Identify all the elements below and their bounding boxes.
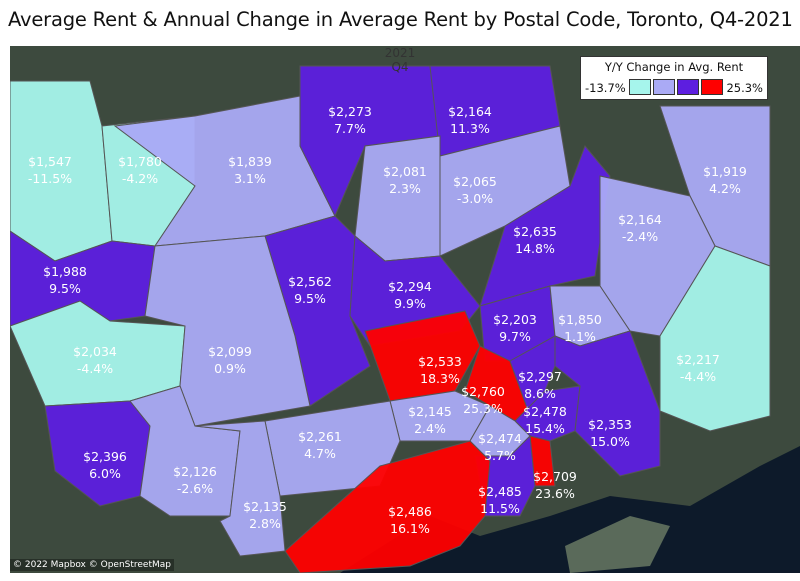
region-rent-label: $2,081 <box>383 164 427 179</box>
region-rent-label: $2,486 <box>388 504 432 519</box>
region-rent-label: $2,145 <box>408 404 452 419</box>
region-rent-label: $2,126 <box>173 464 217 479</box>
region-polygon-5[interactable] <box>354 135 441 262</box>
region-rent-label: $1,988 <box>43 264 87 279</box>
region-change-label: -2.4% <box>622 229 658 244</box>
region-rent-label: $2,261 <box>298 429 342 444</box>
region-change-label: -4.4% <box>77 361 113 376</box>
region-rent-label: $2,478 <box>523 404 567 419</box>
legend-swatch-lavender <box>653 79 675 95</box>
region-change-label: 5.7% <box>484 448 516 463</box>
region-change-label: 2.4% <box>414 421 446 436</box>
region-rent-label: $2,353 <box>588 417 632 432</box>
region-change-label: 0.9% <box>214 361 246 376</box>
region-change-label: 18.3% <box>420 371 460 386</box>
legend-swatch-teal <box>629 79 651 95</box>
region-rent-label: $2,294 <box>388 279 432 294</box>
region-change-label: -4.4% <box>680 369 716 384</box>
region-change-label: 1.1% <box>564 329 596 344</box>
year-label: 2021 <box>384 46 416 60</box>
region-rent-label: $2,065 <box>453 174 497 189</box>
region-rent-label: $2,099 <box>208 344 252 359</box>
region-change-label: -4.2% <box>122 171 158 186</box>
region-change-label: 8.6% <box>524 386 556 401</box>
legend-title: Y/Y Change in Avg. Rent <box>604 60 744 74</box>
choropleth-map[interactable]: $1,547 -11.5% $1,780 -4.2% $1,839 3.1% $2,273 7… <box>10 46 800 573</box>
region-change-label: 9.7% <box>499 329 531 344</box>
region-polygon-17[interactable] <box>364 310 481 402</box>
region-change-label: 2.8% <box>249 516 281 531</box>
region-rent-label: $1,919 <box>703 164 747 179</box>
region-change-label: 9.5% <box>294 291 326 306</box>
region-rent-label: $2,297 <box>518 369 562 384</box>
legend-swatch-purple <box>677 79 699 95</box>
map-canvas: $1,547 -11.5% $1,780 -4.2% $1,839 3.1% $2,273 7… <box>10 46 800 573</box>
quarter-label: Q4 <box>391 60 409 74</box>
region-change-label: 16.1% <box>390 521 430 536</box>
region-rent-label: $2,203 <box>493 312 537 327</box>
region-change-label: -11.5% <box>28 171 72 186</box>
region-rent-label: $2,562 <box>288 274 332 289</box>
region-change-label: 15.0% <box>590 434 630 449</box>
region-change-label: 3.1% <box>234 171 266 186</box>
region-rent-label: $1,780 <box>118 154 162 169</box>
region-change-label: 6.0% <box>89 466 121 481</box>
color-legend: Y/Y Change in Avg. Rent -13.7% 25.3% <box>580 56 768 100</box>
region-change-label: 4.7% <box>304 446 336 461</box>
map-attribution[interactable]: © 2022 Mapbox © OpenStreetMap <box>10 559 174 571</box>
region-polygon-30[interactable] <box>284 440 491 573</box>
region-change-label: 2.3% <box>389 181 421 196</box>
legend-swatch-red <box>701 79 723 95</box>
region-rent-label: $2,474 <box>478 431 522 446</box>
region-change-label: -2.6% <box>177 481 213 496</box>
region-change-label: 7.7% <box>334 121 366 136</box>
region-rent-label: $2,034 <box>73 344 117 359</box>
region-rent-label: $2,485 <box>478 484 522 499</box>
region-rent-label: $1,547 <box>28 154 72 169</box>
region-polygon-31[interactable] <box>194 420 286 557</box>
region-change-label: 9.5% <box>49 281 81 296</box>
region-rent-label: $1,850 <box>558 312 602 327</box>
legend-max: 25.3% <box>726 81 763 95</box>
region-change-label: -3.0% <box>457 191 493 206</box>
region-rent-label: $2,164 <box>618 212 662 227</box>
map-title: Average Rent & Annual Change in Average … <box>8 8 793 31</box>
region-change-label: 23.6% <box>535 486 575 501</box>
region-rent-label: $1,839 <box>228 154 272 169</box>
region-rent-label: $2,635 <box>513 224 557 239</box>
legend-min: -13.7% <box>585 81 626 95</box>
region-change-label: 11.3% <box>450 121 490 136</box>
region-change-label: 15.4% <box>525 421 565 436</box>
region-rent-label: $2,396 <box>83 449 127 464</box>
region-change-label: 9.9% <box>394 296 426 311</box>
region-polygon-20[interactable] <box>509 335 556 418</box>
region-change-label: 14.8% <box>515 241 555 256</box>
region-change-label: 4.2% <box>709 181 741 196</box>
region-polygon-23[interactable] <box>554 330 661 477</box>
region-rent-label: $2,217 <box>676 352 720 367</box>
region-rent-label: $2,164 <box>448 104 492 119</box>
region-rent-label: $2,135 <box>243 499 287 514</box>
toronto-islands <box>565 516 670 573</box>
region-change-label: 11.5% <box>480 501 520 516</box>
region-rent-label: $2,273 <box>328 104 372 119</box>
region-rent-label: $2,533 <box>418 354 462 369</box>
region-rent-label: $2,709 <box>533 469 577 484</box>
region-change-label: 25.3% <box>463 401 503 416</box>
region-rent-label: $2,760 <box>461 384 505 399</box>
